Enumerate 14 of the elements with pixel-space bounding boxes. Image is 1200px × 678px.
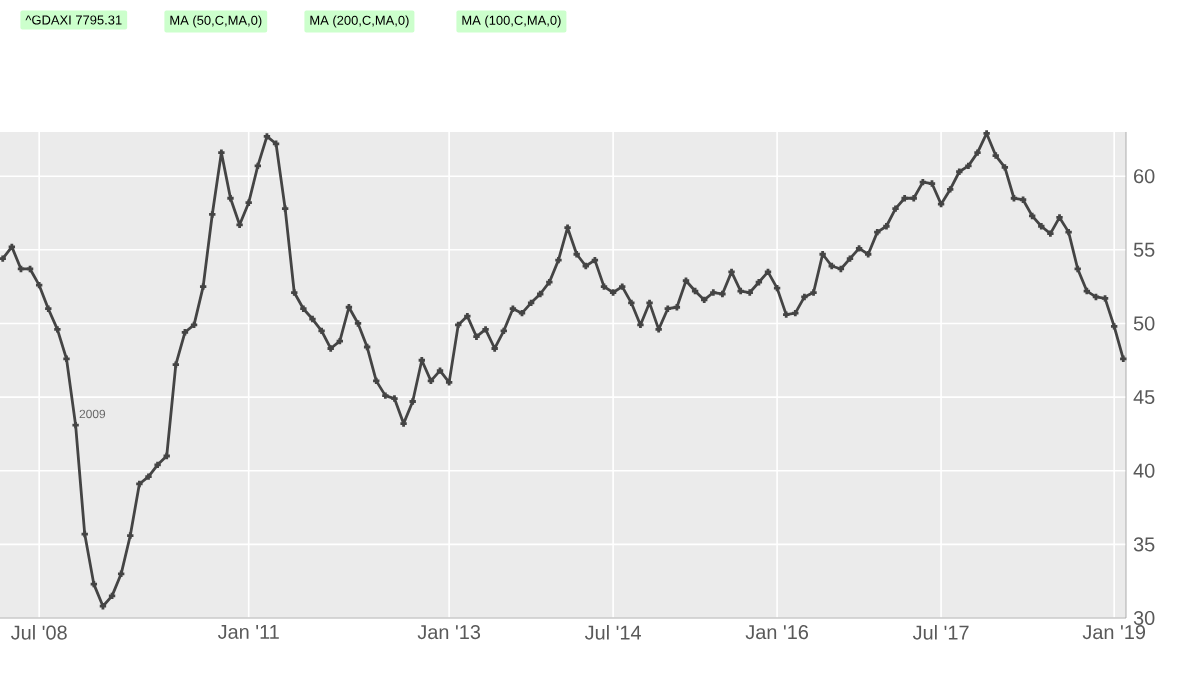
y-tick-label: 30 <box>1133 610 1155 626</box>
y-tick-label: 40 <box>1133 463 1155 478</box>
y-tick-label: 35 <box>1133 537 1155 552</box>
x-tick-label: Jan '19 <box>1082 625 1146 640</box>
x-tick-label: Jan '11 <box>217 625 279 639</box>
x-tick-label: Jan '16 <box>745 625 809 640</box>
x-tick-label: Jul '17 <box>912 625 969 640</box>
x-tick-label: Jul '14 <box>584 625 641 640</box>
y-tick-label: 50 <box>1133 316 1155 331</box>
x-tick-label: Jan '13 <box>417 625 481 640</box>
y-tick-label: 55 <box>1133 242 1155 257</box>
y-tick-label: 60 <box>1134 169 1155 184</box>
x-tick-label: Jul '08 <box>11 625 67 640</box>
y-tick-label: 45 <box>1133 390 1155 405</box>
